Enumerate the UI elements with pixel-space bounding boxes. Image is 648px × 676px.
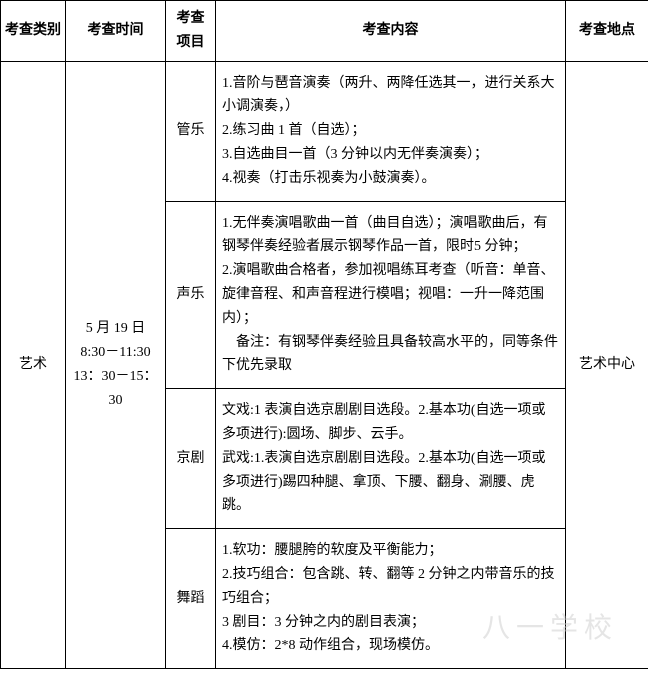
cell-item-content: 1.无伴奏演唱歌曲一首（曲目自选）；演唱歌曲后，有钢琴伴奏经验者展示钢琴作品一首… (216, 201, 566, 389)
cell-category: 艺术 (1, 61, 66, 669)
cell-item-name: 声乐 (166, 201, 216, 389)
cell-item-content: 1.软功：腰腿胯的软度及平衡能力；2.技巧组合：包含跳、转、翻等 2 分钟之内带… (216, 529, 566, 669)
header-item: 考查项目 (166, 1, 216, 62)
cell-time: 5 月 19 日8:30－11:3013：30－15：30 (66, 61, 166, 669)
cell-item-name: 管乐 (166, 61, 216, 201)
table-row: 艺术 5 月 19 日8:30－11:3013：30－15：30 管乐 1.音阶… (1, 61, 648, 201)
table-header-row: 考查类别 考查时间 考查项目 考查内容 考查地点 (1, 1, 648, 62)
cell-item-content: 1.音阶与琶音演奏（两升、两降任选其一，进行关系大小调演奏，）2.练习曲 1 首… (216, 61, 566, 201)
header-content: 考查内容 (216, 1, 566, 62)
cell-location: 艺术中心 (566, 61, 648, 669)
cell-item-content: 文戏:1 表演自选京剧剧目选段。2.基本功(自选一项或多项进行):圆场、脚步、云… (216, 389, 566, 529)
cell-item-name: 京剧 (166, 389, 216, 529)
header-category: 考查类别 (1, 1, 66, 62)
cell-item-name: 舞蹈 (166, 529, 216, 669)
header-time: 考查时间 (66, 1, 166, 62)
header-location: 考查地点 (566, 1, 648, 62)
exam-table: 考查类别 考查时间 考查项目 考查内容 考查地点 艺术 5 月 19 日8:30… (0, 0, 648, 669)
